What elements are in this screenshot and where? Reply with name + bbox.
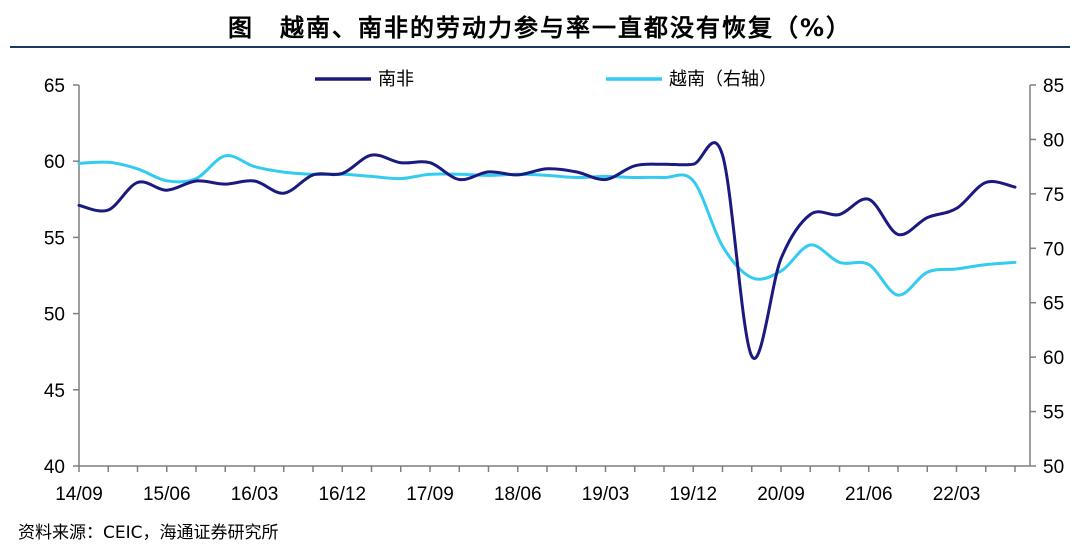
series-line-south-africa — [77, 141, 1017, 360]
source-note: 资料来源：CEIC，海通证券研究所 — [18, 523, 279, 543]
right-y-tick-label: 75 — [1043, 185, 1064, 206]
x-tick-label: 19/03 — [582, 484, 630, 505]
series-line-vietnam — [77, 154, 1017, 297]
legend-label-vietnam: 越南（右轴） — [669, 69, 777, 90]
x-tick-label: 18/06 — [494, 484, 542, 505]
x-tick-label: 21/06 — [845, 484, 893, 505]
left-y-tick-label: 45 — [44, 381, 65, 402]
legend-label-south-africa: 南非 — [378, 69, 414, 90]
left-y-tick-label: 65 — [44, 76, 65, 97]
x-tick-label: 16/03 — [231, 484, 279, 505]
left-y-tick-label: 40 — [44, 457, 65, 478]
right-y-tick-label: 85 — [1043, 76, 1064, 97]
x-tick-label: 20/09 — [757, 484, 805, 505]
right-y-tick-label: 60 — [1043, 348, 1064, 369]
x-tick-label: 17/09 — [406, 484, 454, 505]
x-tick-label: 22/03 — [933, 484, 981, 505]
right-y-tick-label: 65 — [1043, 294, 1064, 315]
right-y-tick-label: 70 — [1043, 239, 1064, 260]
left-y-tick-label: 50 — [44, 305, 65, 326]
x-tick-label: 14/09 — [55, 484, 103, 505]
right-y-tick-label: 55 — [1043, 403, 1064, 424]
chart-axes: 40 45 50 55 60 65 50 55 60 65 70 75 80 85 14/09 15/06 16… — [44, 76, 1064, 505]
chart-title: 图 越南、南非的劳动力参与率一直都没有恢复（%） — [227, 14, 853, 42]
x-tick-label: 19/12 — [669, 484, 717, 505]
x-tick-label: 15/06 — [143, 484, 191, 505]
chart-series — [77, 141, 1017, 360]
left-y-tick-label: 60 — [44, 152, 65, 173]
x-tick-label: 16/12 — [318, 484, 366, 505]
right-y-tick-label: 50 — [1043, 457, 1064, 478]
left-y-tick-label: 55 — [44, 228, 65, 249]
right-y-tick-label: 80 — [1043, 130, 1064, 151]
title-underline — [10, 46, 1070, 48]
chart-legend: 南非 越南（右轴） — [315, 69, 777, 90]
